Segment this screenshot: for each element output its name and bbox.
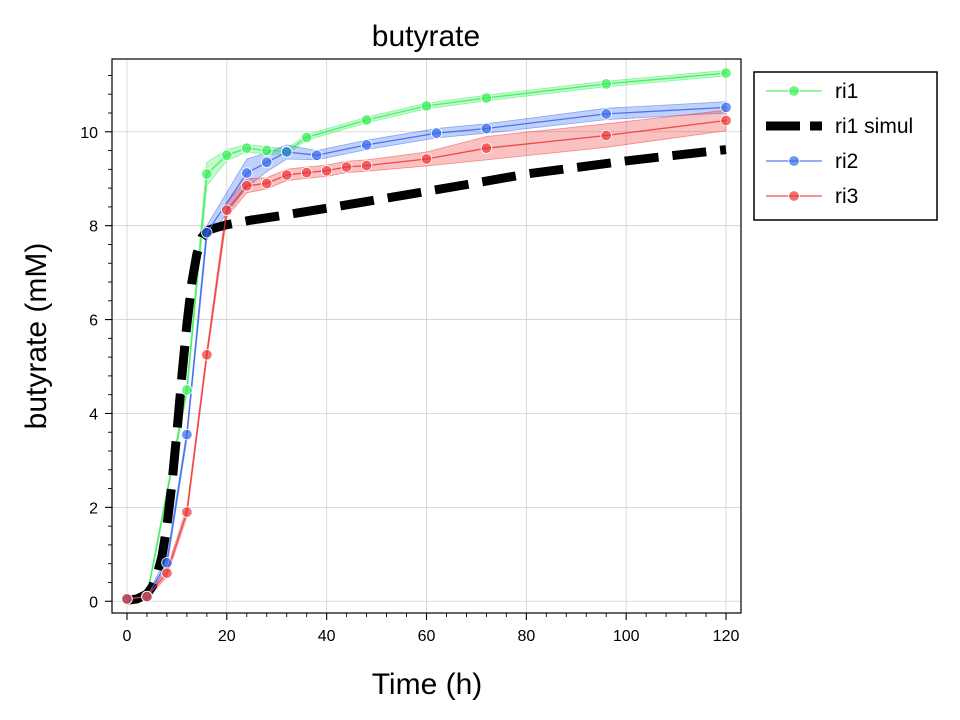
data-point-ri3 [261,177,273,190]
data-point-ri1 [300,131,313,144]
series-markers [121,67,732,605]
legend-marker-ri2 [788,155,800,167]
data-point-ri2 [161,557,173,569]
data-point-ri1 [201,168,213,180]
data-point-ri3 [181,506,193,518]
data-point-ri1 [360,114,373,126]
legend-label-ri1: ri1 [835,80,858,103]
legend-label-ri2: ri2 [835,150,858,173]
error-band-ri3 [126,109,727,602]
legend-label-ri3: ri3 [835,185,858,208]
data-point-ri3 [161,567,173,579]
axis-ticks: 0 20 40 60 80 100 120 0 2 4 6 8 10 [80,74,740,645]
legend-marker-ri3 [788,190,800,202]
chart-title: butyrate [372,20,480,53]
legend-frame [753,71,938,221]
data-point-ri3 [121,593,133,605]
y-tick-label: 4 [89,406,98,423]
data-point-ri3 [241,180,253,192]
y-tick-label: 8 [89,219,98,236]
data-point-ri3 [420,153,433,165]
x-axis-label: Time (h) [372,668,483,701]
series-line-ri2 [126,106,727,600]
x-tick-label: 80 [517,628,535,645]
x-tick-label: 0 [123,628,132,645]
data-point-ri1 [600,78,612,90]
data-point-ri2 [600,108,612,120]
data-point-ri2 [310,149,323,161]
y-tick-label: 6 [89,313,98,330]
data-point-ri2 [480,122,493,135]
data-point-ri3 [600,129,612,142]
data-point-ri1 [221,149,233,161]
x-tick-label: 40 [318,628,336,645]
data-point-ri3 [141,590,153,603]
y-axis-label: butyrate (mM) [20,243,53,430]
data-point-ri1 [181,384,193,396]
data-point-ri3 [480,142,493,154]
data-point-ri3 [360,159,373,172]
y-tick-label: 10 [80,125,98,142]
grid [112,59,741,613]
data-point-ri1 [241,142,253,154]
y-tick-label: 2 [89,500,98,517]
data-point-ri3 [300,166,313,179]
data-point-ri2 [360,139,373,151]
data-point-ri1 [480,92,493,104]
legend-label-ri1-simul: ri1 simul [835,115,913,138]
data-point-ri3 [320,165,333,177]
x-tick-label: 120 [713,628,740,645]
legend-marker-ri1 [788,85,800,97]
data-point-ri3 [720,114,732,127]
legend: ri1 ri1 simul ri2 ri3 [753,71,938,221]
series-line-ri1 [126,72,727,600]
data-point-ri2 [281,146,293,158]
x-tick-label: 100 [613,628,640,645]
data-point-ri2 [261,156,273,168]
data-point-ri2 [241,167,253,179]
data-point-ri2 [201,227,213,239]
data-point-ri3 [281,169,293,181]
data-point-ri3 [221,204,233,216]
data-point-ri3 [340,161,353,173]
data-point-ri2 [181,428,193,441]
data-point-ri1 [720,67,732,79]
data-point-ri1 [261,144,273,157]
data-point-ri2 [430,127,443,139]
data-point-ri2 [720,101,732,114]
y-tick-label: 0 [89,594,98,611]
data-point-ri3 [201,349,213,361]
x-tick-label: 60 [418,628,436,645]
x-tick-label: 20 [218,628,236,645]
data-point-ri1 [420,100,433,112]
